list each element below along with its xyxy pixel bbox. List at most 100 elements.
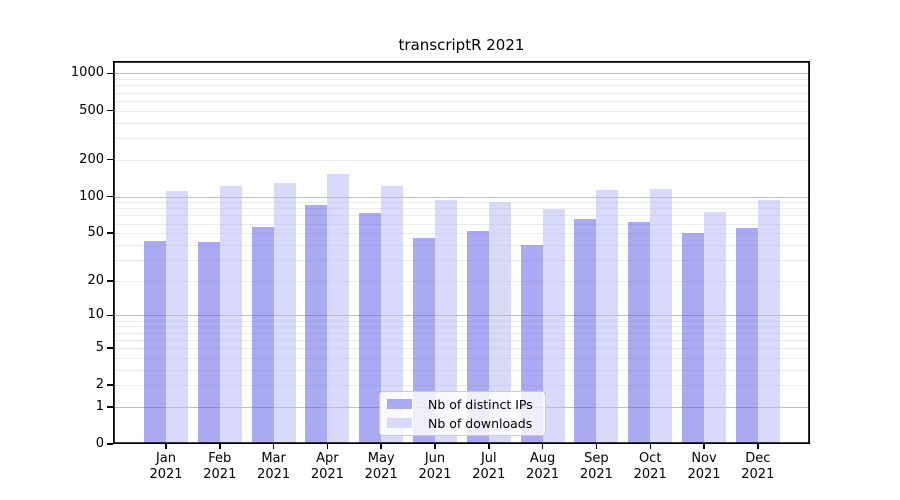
- gridline-500: [113, 110, 810, 112]
- x-tick-label-nov: Nov 2021: [687, 451, 721, 482]
- x-tick-jan: [165, 444, 167, 449]
- gridline-800: [113, 85, 810, 87]
- bar-downloads-nov: [704, 211, 726, 444]
- x-tick-nov: [703, 444, 705, 449]
- bar-downloads-aug: [542, 209, 565, 444]
- bar-downloads-jan: [166, 190, 188, 444]
- x-tick-label-apr: Apr 2021: [310, 451, 344, 482]
- bar-distinct-ips-mar: [251, 227, 274, 444]
- x-tick-mar: [272, 444, 275, 449]
- bar-downloads-oct: [650, 189, 673, 444]
- gridline-7: [113, 332, 810, 334]
- bar-distinct-ips-apr: [305, 205, 328, 444]
- gridline-50: [113, 233, 810, 235]
- y-tick-100: [107, 195, 113, 198]
- gridline-8: [113, 326, 810, 328]
- gridline-90: [113, 202, 810, 204]
- gridline-1000: [113, 73, 810, 75]
- gridline-100: [113, 196, 810, 198]
- y-tick-20: [107, 280, 113, 282]
- gridline-200: [113, 159, 810, 161]
- x-tick-jun: [434, 444, 436, 449]
- y-tick-2: [107, 384, 113, 386]
- gridline-60: [113, 223, 810, 225]
- gridline-9: [113, 320, 810, 322]
- x-tick-label-mar: Mar 2021: [257, 451, 291, 482]
- gridline-900: [113, 79, 810, 81]
- bar-downloads-feb: [219, 186, 242, 444]
- bar-downloads-may: [381, 186, 404, 444]
- bar-downloads-apr: [327, 174, 350, 444]
- gridline-3: [113, 369, 810, 371]
- x-tick-label-sep: Sep 2021: [579, 451, 613, 482]
- x-tick-dec: [757, 444, 759, 449]
- y-tick-label-1000: 1000: [70, 65, 104, 81]
- bar-downloads-dec: [757, 199, 780, 444]
- legend-item-distinct-ips: Nb of distinct IPs: [380, 395, 545, 413]
- legend-label-distinct-ips: Nb of distinct IPs: [428, 396, 533, 412]
- bar-distinct-ips-may: [359, 213, 382, 444]
- gridline-700: [113, 92, 810, 94]
- x-tick-label-jan: Jan 2021: [149, 451, 183, 482]
- bar-distinct-ips-oct: [628, 221, 651, 444]
- y-tick-5: [107, 347, 113, 349]
- gridline-5: [113, 347, 810, 349]
- gridline-10: [113, 315, 810, 317]
- gridline-30: [113, 259, 810, 261]
- bar-downloads-mar: [273, 183, 296, 444]
- gridline-2: [113, 385, 810, 387]
- y-tick-1000: [107, 72, 113, 75]
- y-tick-0: [107, 443, 113, 445]
- y-tick-label-50: 50: [87, 225, 104, 241]
- x-tick-aug: [541, 444, 544, 449]
- y-tick-label-0: 0: [95, 436, 104, 451]
- bar-distinct-ips-nov: [682, 233, 704, 444]
- legend-item-downloads: Nb of downloads: [380, 414, 545, 432]
- y-tick-label-200: 200: [79, 151, 104, 167]
- x-tick-may: [380, 444, 382, 449]
- y-tick-1: [107, 406, 113, 408]
- legend-swatch-distinct-ips: [387, 399, 412, 409]
- bar-distinct-ips-feb: [197, 242, 220, 444]
- bar-distinct-ips-dec: [735, 228, 758, 444]
- plot-area: [113, 61, 810, 444]
- x-tick-sep: [595, 444, 598, 449]
- gridline-600: [113, 100, 810, 102]
- gridline-6: [113, 339, 810, 341]
- x-tick-label-dec: Dec 2021: [741, 451, 775, 482]
- y-tick-label-500: 500: [79, 102, 104, 118]
- x-tick-label-jul: Jul 2021: [472, 451, 506, 482]
- x-tick-jul: [488, 444, 490, 449]
- bar-downloads-sep: [596, 190, 619, 444]
- gridline-300: [113, 137, 810, 139]
- legend-label-downloads: Nb of downloads: [428, 415, 533, 431]
- legend-box: Nb of distinct IPs Nb of downloads: [379, 391, 546, 436]
- chart-title: transcriptR 2021: [398, 36, 525, 54]
- bar-distinct-ips-jan: [144, 241, 166, 444]
- gridline-20: [113, 280, 810, 282]
- y-tick-label-10: 10: [87, 307, 104, 323]
- x-tick-label-may: May 2021: [364, 451, 398, 482]
- y-tick-10: [107, 314, 113, 317]
- x-tick-feb: [219, 444, 221, 449]
- x-tick-apr: [326, 444, 329, 449]
- x-tick-label-aug: Aug 2021: [526, 451, 560, 482]
- y-tick-label-20: 20: [87, 272, 104, 288]
- gridline-70: [113, 215, 810, 217]
- y-tick-50: [107, 232, 113, 234]
- x-tick-label-feb: Feb 2021: [203, 451, 237, 482]
- gridline-400: [113, 122, 810, 124]
- gridline-40: [113, 244, 810, 246]
- bar-downloads-jul: [488, 202, 511, 444]
- legend-swatch-downloads: [387, 418, 412, 428]
- bar-distinct-ips-sep: [574, 218, 597, 444]
- y-tick-label-1: 1: [95, 398, 104, 414]
- y-tick-200: [107, 158, 113, 161]
- gridline-4: [113, 357, 810, 359]
- gridline-80: [113, 208, 810, 210]
- y-tick-label-5: 5: [95, 339, 104, 355]
- y-tick-label-100: 100: [79, 188, 104, 204]
- y-tick-label-2: 2: [95, 377, 104, 393]
- y-tick-500: [107, 109, 113, 112]
